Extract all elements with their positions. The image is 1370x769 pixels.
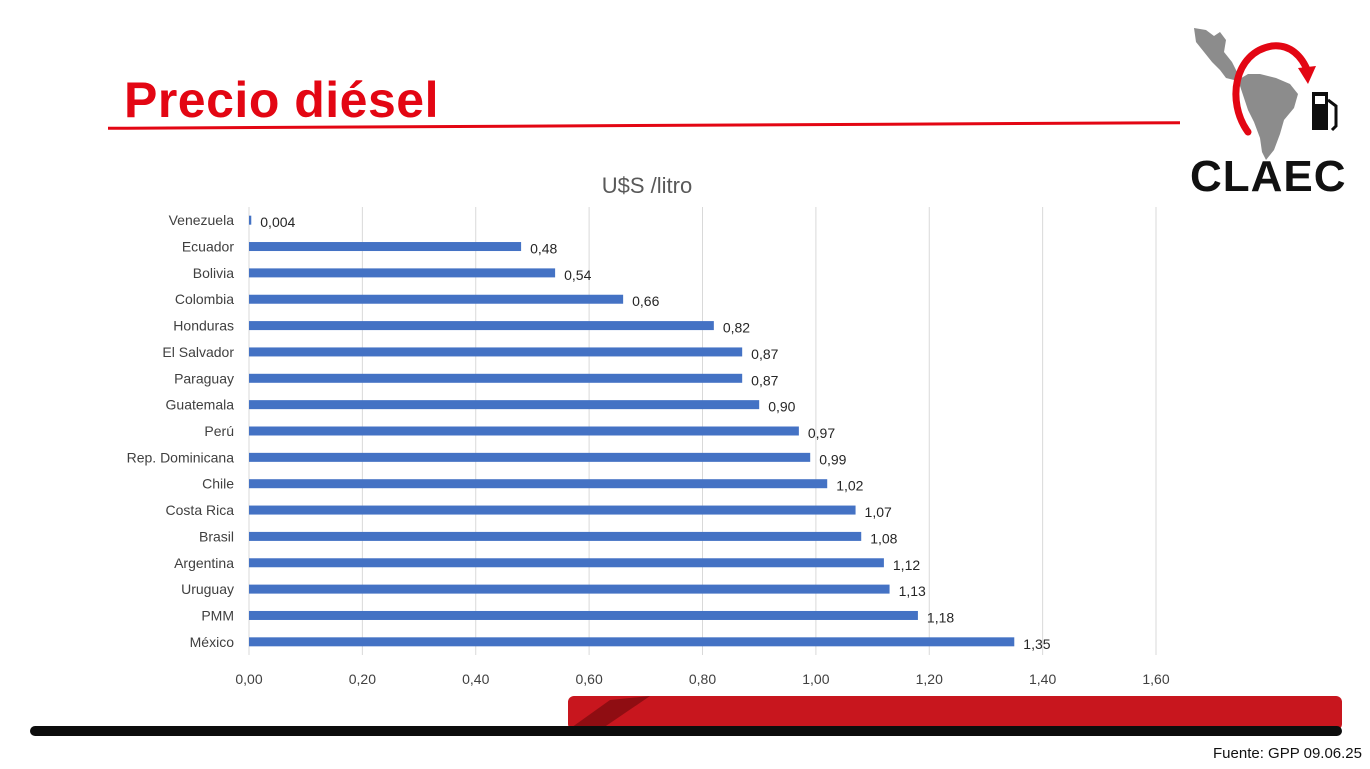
bar <box>249 505 856 515</box>
source-note: Fuente: GPP 09.06.25 <box>1213 745 1362 762</box>
fuel-pump-icon <box>1312 92 1338 132</box>
data-label: 0,90 <box>768 399 795 415</box>
americas-map-icon <box>1194 28 1298 160</box>
chart-title: U$S /litro <box>602 173 692 198</box>
data-label: 0,87 <box>751 372 778 388</box>
category-label: Ecuador <box>182 239 234 255</box>
x-tick-label: 0,60 <box>576 671 603 687</box>
x-tick-label: 1,00 <box>802 671 829 687</box>
bar <box>249 584 890 594</box>
data-label: 1,18 <box>927 609 954 625</box>
category-label: Paraguay <box>174 370 234 386</box>
bar <box>249 268 556 278</box>
category-label: Argentina <box>174 555 234 571</box>
category-label: Venezuela <box>169 212 235 228</box>
x-tick-label: 0,80 <box>689 671 716 687</box>
category-label: Rep. Dominicana <box>127 449 235 465</box>
bar <box>249 531 862 541</box>
data-label: 0,82 <box>723 320 750 336</box>
bar <box>249 452 811 462</box>
bar <box>249 373 743 383</box>
data-label: 1,35 <box>1023 636 1050 652</box>
claec-logo <box>1194 28 1338 160</box>
data-label: 0,87 <box>751 346 778 362</box>
logo-wordmark: CLAEC <box>1190 152 1347 201</box>
bar <box>249 637 1015 647</box>
footer-band <box>30 696 1342 736</box>
x-tick-label: 0,20 <box>349 671 376 687</box>
bar <box>249 242 522 252</box>
bar <box>249 610 918 620</box>
page-title: Precio diésel <box>124 72 439 128</box>
data-label: 0,99 <box>819 451 846 467</box>
x-tick-label: 1,40 <box>1029 671 1056 687</box>
data-label: 0,004 <box>260 214 295 230</box>
data-label: 0,97 <box>808 425 835 441</box>
arrow-arc-icon <box>1232 42 1312 136</box>
data-label: 0,54 <box>564 267 591 283</box>
category-label: Costa Rica <box>166 502 235 518</box>
data-label: 0,66 <box>632 293 659 309</box>
data-label: 1,13 <box>899 583 926 599</box>
category-label: Colombia <box>175 291 234 307</box>
category-label: Perú <box>204 423 234 439</box>
bar <box>249 347 743 357</box>
x-tick-label: 1,20 <box>916 671 943 687</box>
category-label: México <box>190 634 235 650</box>
category-label: Guatemala <box>166 397 235 413</box>
data-label: 1,12 <box>893 557 920 573</box>
category-label: El Salvador <box>162 344 234 360</box>
data-label: 1,08 <box>870 530 897 546</box>
bar <box>249 426 799 436</box>
category-label: Brasil <box>199 528 234 544</box>
bar <box>249 215 252 225</box>
category-label: Honduras <box>173 318 234 334</box>
bar-chart: U$S /litro Venezuela Ecuador Bolivia Colomb… <box>127 173 1170 687</box>
x-tick-label: 1,60 <box>1142 671 1169 687</box>
bar <box>249 321 714 331</box>
x-tick-label: 0,00 <box>235 671 262 687</box>
x-tick-label: 0,40 <box>462 671 489 687</box>
category-label: Uruguay <box>181 581 234 597</box>
bar <box>249 400 760 410</box>
category-label: PMM <box>201 607 234 623</box>
category-label: Chile <box>202 476 234 492</box>
bar <box>249 479 828 489</box>
data-label: 1,07 <box>865 504 892 520</box>
data-label: 0,48 <box>530 241 557 257</box>
bar <box>249 558 884 568</box>
data-label: 1,02 <box>836 478 863 494</box>
category-label: Bolivia <box>193 265 234 281</box>
bar <box>249 294 624 304</box>
